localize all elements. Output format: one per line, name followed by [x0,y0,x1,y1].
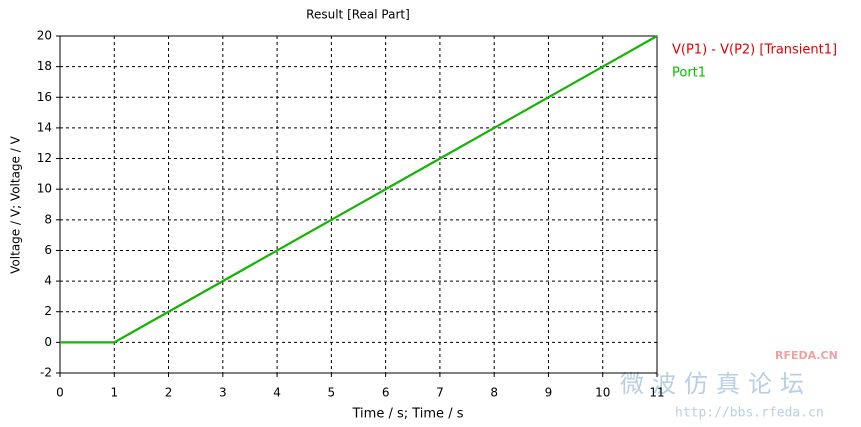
series-line [60,35,658,344]
legend-entry: V(P1) - V(P2) [Transient1] [672,43,837,58]
x-tick-label: 11 [649,386,664,400]
y-tick-label: 16 [37,90,52,104]
plot-frame [59,35,658,374]
y-tick-label: -2 [40,366,52,380]
x-tick-label: 7 [436,386,444,400]
y-tick-label: 2 [44,304,52,318]
y-axis-label: Voltage / V; Voltage / V [9,135,23,273]
watermark: http://bbs.rfeda.cn [675,406,824,421]
x-tick-label: 9 [545,386,553,400]
legend-entry: Port1 [672,66,706,81]
series-line [60,35,658,344]
x-tick-label: 3 [219,386,227,400]
x-tick-label: 1 [110,386,118,400]
y-tick-label: 6 [44,243,52,257]
x-tick-label: 6 [382,386,390,400]
x-tick-label: 8 [490,386,498,400]
y-tick-label: 10 [37,182,52,196]
y-tick-label: 12 [37,151,52,165]
y-tick-label: 20 [37,29,52,43]
y-tick-label: 14 [37,120,52,134]
x-tick-label: 10 [595,386,610,400]
x-tick-label: 5 [328,386,336,400]
y-tick-label: 8 [44,212,52,226]
watermark: 微波仿真论坛 [620,370,812,398]
x-tick-label: 4 [273,386,281,400]
watermark: RFEDA.CN [775,349,838,362]
chart-title: Result [Real Part] [306,8,410,22]
y-tick-label: 18 [37,59,52,73]
x-tick-label: 2 [165,386,173,400]
y-tick-label: 4 [44,274,52,288]
x-tick-label: 0 [56,386,64,400]
y-tick-label: 0 [44,335,52,349]
x-axis-label: Time / s; Time / s [352,407,464,422]
